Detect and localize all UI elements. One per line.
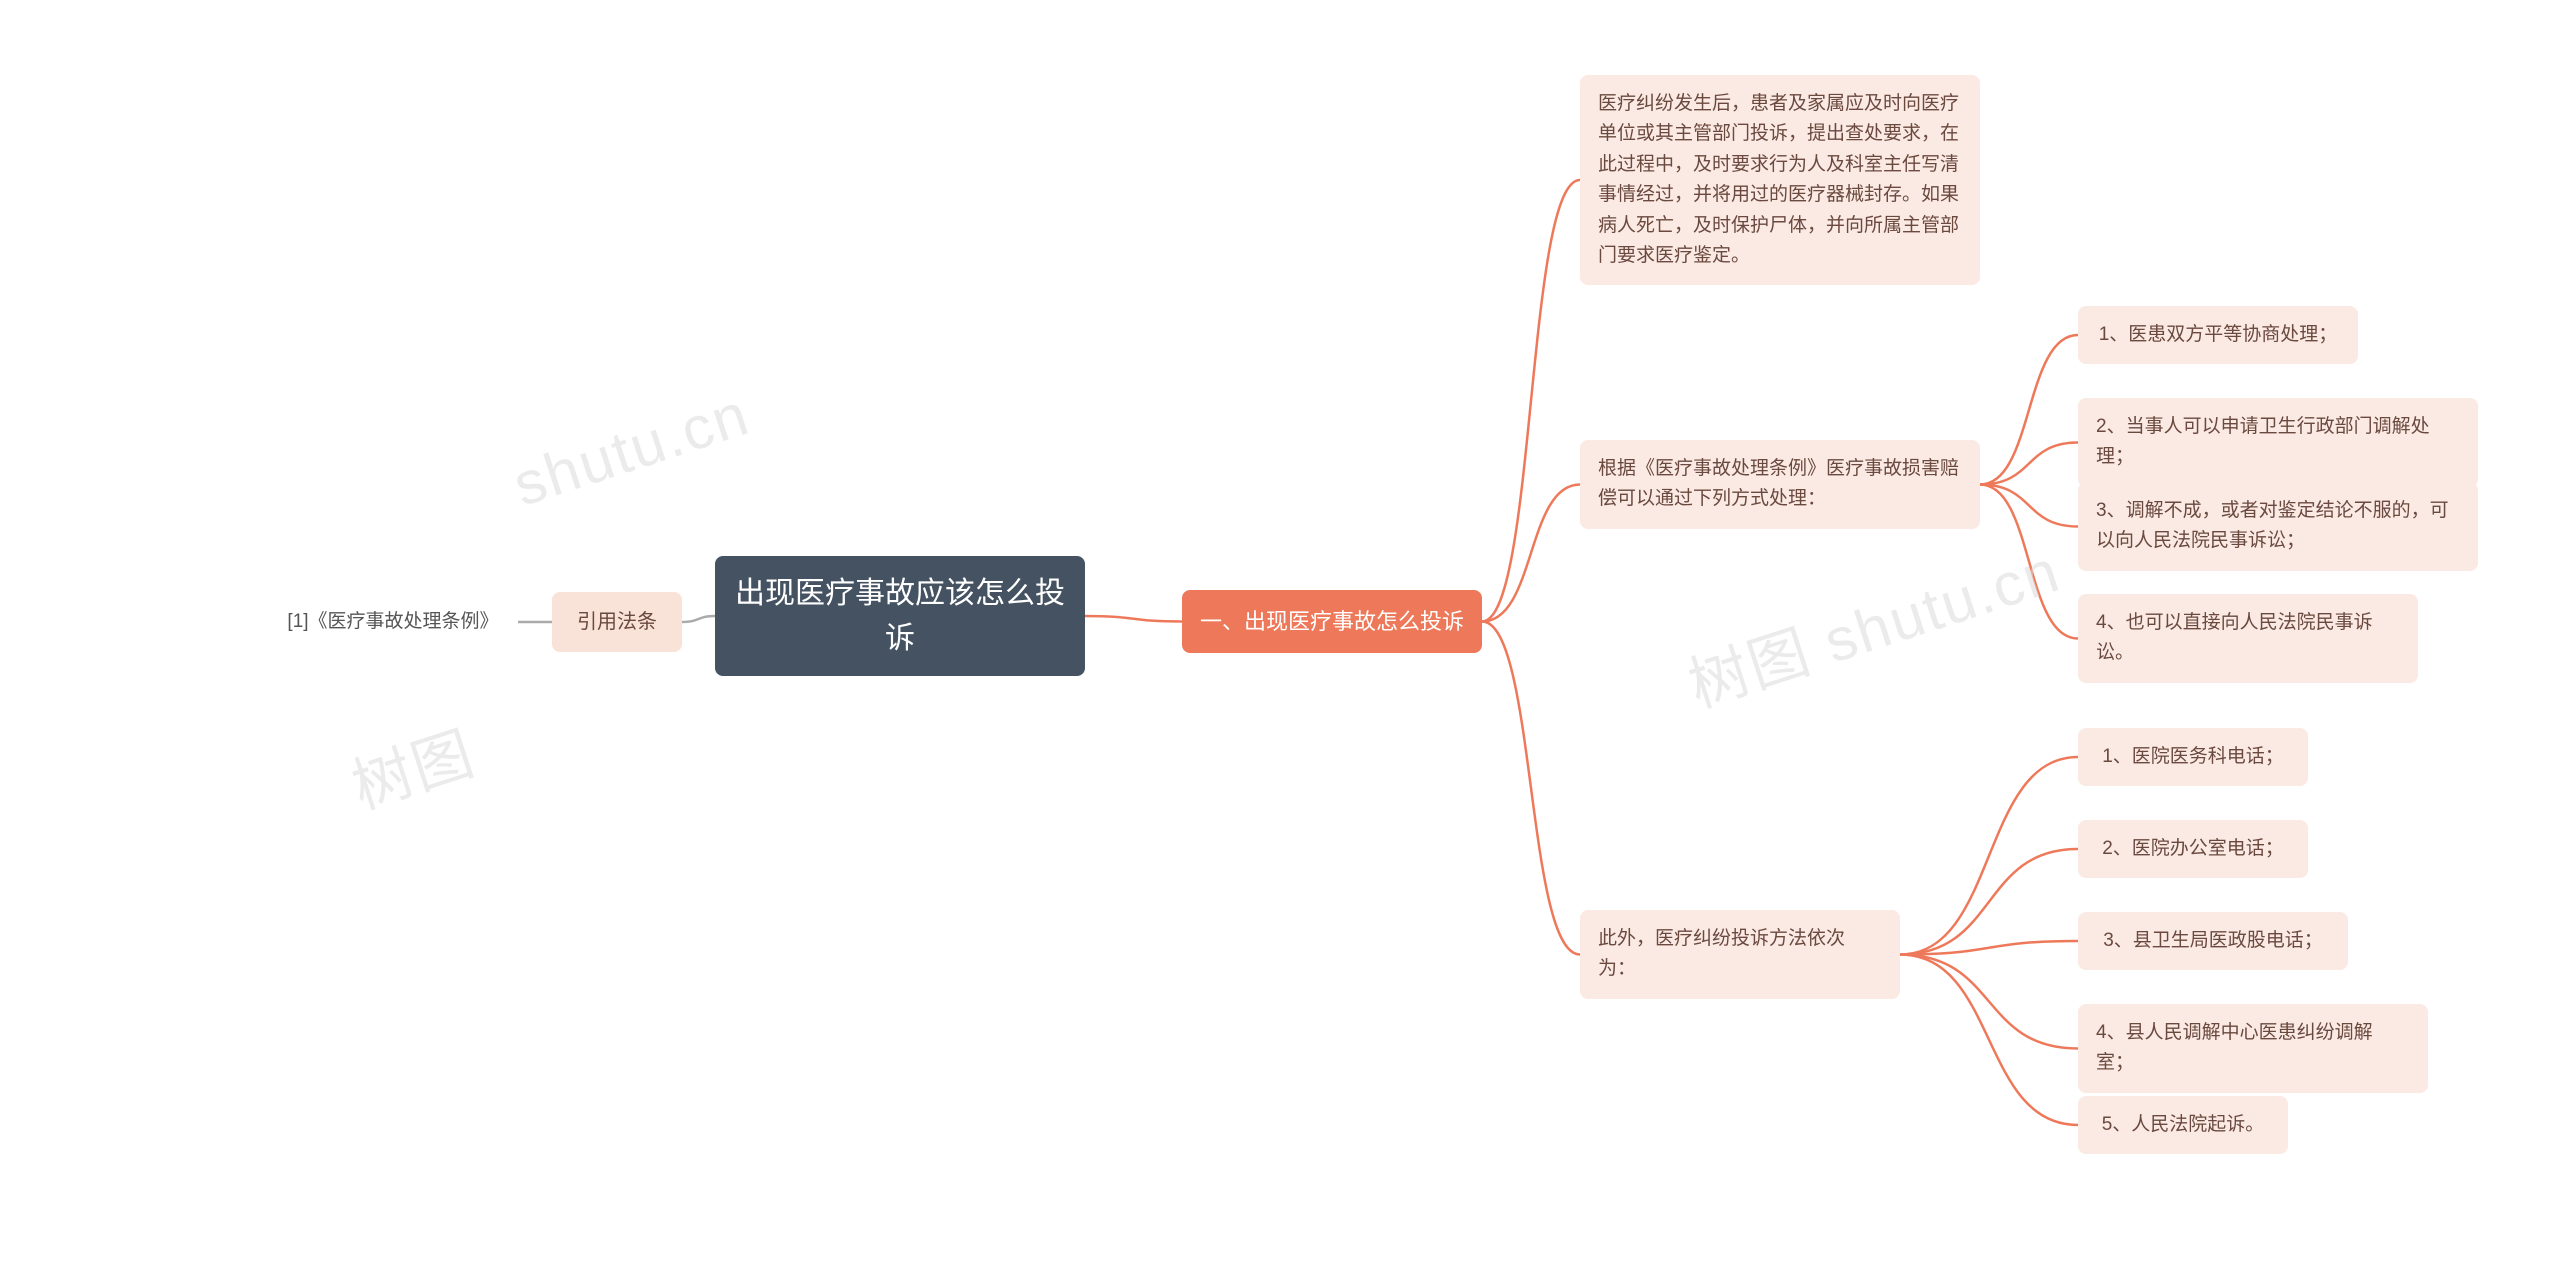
connector <box>1482 180 1580 622</box>
connector <box>1900 955 2078 1126</box>
contact-4[interactable]: 4、县人民调解中心医患纠纷调解室； <box>2078 1004 2428 1093</box>
connector <box>1482 485 1580 622</box>
connector <box>1085 616 1182 622</box>
contact-3[interactable]: 3、县卫生局医政股电话； <box>2078 912 2348 970</box>
connector <box>682 616 715 622</box>
paragraph-3[interactable]: 此外，医疗纠纷投诉方法依次为： <box>1580 910 1900 999</box>
connector <box>1900 757 2078 955</box>
watermark: 树图 <box>340 705 485 826</box>
citation-ref-1[interactable]: [1]《医疗事故处理条例》 <box>268 603 518 641</box>
paragraph-1[interactable]: 医疗纠纷发生后，患者及家属应及时向医疗单位或其主管部门投诉，提出查处要求，在此过… <box>1580 75 1980 285</box>
connector <box>1980 443 2078 485</box>
connector <box>1900 955 2078 1049</box>
paragraph-2[interactable]: 根据《医疗事故处理条例》医疗事故损害赔偿可以通过下列方式处理： <box>1580 440 1980 529</box>
method-1[interactable]: 1、医患双方平等协商处理； <box>2078 306 2358 364</box>
connector <box>1482 622 1580 955</box>
contact-2[interactable]: 2、医院办公室电话； <box>2078 820 2308 878</box>
watermark: shutu.cn <box>505 379 757 520</box>
method-3[interactable]: 3、调解不成，或者对鉴定结论不服的，可以向人民法院民事诉讼； <box>2078 482 2478 571</box>
contact-1[interactable]: 1、医院医务科电话； <box>2078 728 2308 786</box>
root-node[interactable]: 出现医疗事故应该怎么投诉 <box>715 556 1085 676</box>
connector <box>1900 849 2078 955</box>
contact-5[interactable]: 5、人民法院起诉。 <box>2078 1096 2288 1154</box>
connector <box>1900 941 2078 955</box>
connector <box>1980 485 2078 639</box>
watermark: 树图 shutu.cn <box>1676 523 2070 725</box>
method-4[interactable]: 4、也可以直接向人民法院民事诉讼。 <box>2078 594 2418 683</box>
connector <box>1980 335 2078 485</box>
connector <box>1980 485 2078 527</box>
method-2[interactable]: 2、当事人可以申请卫生行政部门调解处理； <box>2078 398 2478 487</box>
citation-branch[interactable]: 引用法条 <box>552 592 682 652</box>
main-branch-1[interactable]: 一、出现医疗事故怎么投诉 <box>1182 590 1482 653</box>
